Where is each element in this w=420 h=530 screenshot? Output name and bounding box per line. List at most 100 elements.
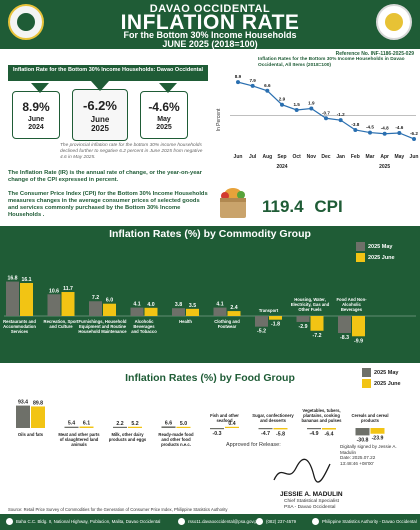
signatory-position: Chief Statistical Specialist PSA - Davao… [284, 499, 339, 510]
footer-email[interactable]: rsso11.davaooccidental@psa.gov.ph [188, 519, 260, 524]
rate-june-2025-box: -6.2% June 2025 [72, 89, 128, 141]
data-label: 7.9 [249, 78, 256, 83]
bar [227, 311, 241, 316]
food-legend-june: 2025 June [362, 379, 401, 388]
bar [20, 282, 33, 316]
data-label: 10.6 [49, 288, 59, 294]
x-tick-label: Mar [366, 154, 375, 160]
legend-june-label: 2025 June [368, 254, 395, 261]
data-point [294, 108, 299, 112]
data-label: 4.1 [133, 302, 140, 308]
legend-may-swatch [356, 242, 365, 251]
ir-definition: The Inflation Rate (IR) is the annual ra… [8, 170, 202, 183]
footer-address: Baha C.C. Bldg. II, National Highway, Po… [16, 519, 161, 524]
bar [16, 405, 30, 428]
x-tick-label: Apr [380, 154, 389, 160]
data-label: 2.2 [116, 421, 123, 427]
psa-logo-icon [8, 4, 44, 40]
data-point [236, 80, 240, 85]
x-tick-label: Dec [321, 154, 330, 160]
data-label: -30.8 [357, 437, 369, 443]
data-label: 3.8 [175, 302, 182, 308]
rate-june-2024-value: 8.9% [22, 100, 50, 114]
data-label: 5.0 [180, 421, 187, 427]
rate-june-2025-date: June 2025 [90, 115, 110, 133]
data-point [280, 102, 284, 107]
category-label: Sugar, confectionery and desserts [252, 413, 294, 423]
data-point [397, 130, 402, 135]
data-label: -4.8 [381, 126, 389, 131]
food-legend-may-label: 2025 May [374, 369, 399, 376]
category-label: Restaurants and Accommodation Services [3, 319, 36, 334]
bagong-pilipinas-logo-icon [376, 4, 412, 40]
data-point [250, 83, 255, 88]
footer-web[interactable]: Philippine Statistics Authority - Davao … [322, 519, 417, 524]
bar [61, 292, 75, 316]
data-label: 8.9 [235, 74, 242, 79]
cpi-value: 119.4 [262, 197, 304, 216]
y-axis-label: In Percent [216, 108, 222, 131]
food-chart-title: Inflation Rates (%) by Food Group [125, 372, 295, 384]
category-label: Food And Non-Alcoholic Beverages [336, 297, 367, 312]
facebook-icon [312, 518, 319, 525]
bar [47, 294, 61, 316]
footer-phone: (082) 237-4579 [266, 519, 297, 524]
bar [322, 428, 336, 430]
grocery-basket-icon [220, 188, 246, 218]
rate-may-2025-date: May 2025 [156, 116, 172, 131]
x-tick-label: Feb [351, 154, 360, 160]
signature-icon [273, 458, 331, 483]
approved-label: Approved for Release: [226, 442, 281, 448]
data-label: 5.2 [131, 421, 138, 427]
x-tick-label: Jan [336, 154, 345, 160]
data-label: 6.6 [264, 83, 271, 88]
rate-may-2025-box: -4.6% May 2025 [140, 91, 188, 139]
rate-june-2024-date: June 2024 [27, 116, 45, 131]
bar [103, 303, 116, 316]
data-label: -1.8 [271, 322, 280, 328]
data-label: 89.8 [33, 400, 43, 406]
digital-signature-text: Digitally signed by Jessie A. Madulin Da… [340, 444, 397, 466]
data-label: -0.7 [322, 110, 330, 115]
rate-may-2025-value: -4.6% [148, 100, 180, 114]
data-label: -5.2 [257, 329, 266, 335]
category-label: Oils and fats [18, 432, 44, 437]
legend-may-label: 2025 May [368, 243, 393, 250]
cpi-label: CPI [314, 197, 343, 216]
rate-june-2025-value: -6.2% [83, 98, 117, 113]
category-label: Clothing and Footwear [214, 319, 240, 329]
source-note: Source: Retail Price Survey of Commoditi… [8, 507, 228, 512]
bar [186, 308, 199, 316]
data-label: 4.1 [216, 302, 223, 308]
year-label: 2025 [379, 164, 390, 170]
category-label: Furnishings, Household Equipment and Rout… [78, 319, 127, 334]
data-point [382, 131, 387, 136]
footer-bar: Baha C.C. Bldg. II, National Highway, Po… [0, 514, 420, 530]
data-label: 5.4 [68, 421, 75, 427]
data-label: -1.2 [337, 112, 345, 117]
x-tick-label: Aug [262, 154, 272, 160]
reference-number: Reference No. INF-1186-2025-029 [335, 51, 414, 57]
data-label: 16.8 [7, 276, 17, 282]
category-label: Alcoholic Beverages and Tobacco [131, 319, 157, 334]
signatory-name: JESSIE A. MADULIN [280, 491, 343, 498]
category-label: Milk, other dairy products and eggs [109, 432, 147, 442]
data-label: 6.0 [106, 298, 113, 304]
cpi-definition: The Consumer Price Index (CPI) for the B… [8, 191, 208, 218]
bar [144, 307, 158, 316]
bar [161, 426, 176, 428]
data-label: 1.9 [308, 100, 315, 105]
province-title: DAVAO OCCIDENTAL [149, 3, 271, 15]
data-label: 1.5 [293, 102, 300, 107]
main-title: INFLATION RATE [120, 11, 300, 34]
data-label: -4.5 [366, 125, 374, 130]
x-tick-label: Jun [234, 154, 243, 160]
bar [89, 301, 102, 316]
data-point [353, 127, 358, 132]
bar [269, 316, 282, 320]
food-legend-may: 2025 May [362, 368, 398, 377]
bar [296, 316, 310, 322]
email-icon [178, 518, 185, 525]
bar [310, 316, 324, 331]
category-label: Cereals and cereal products [351, 413, 388, 423]
